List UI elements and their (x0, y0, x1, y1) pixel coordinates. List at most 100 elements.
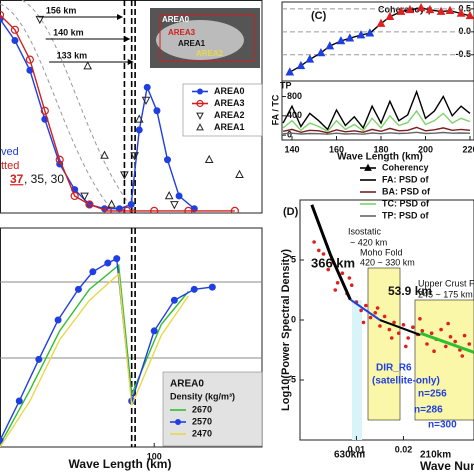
series-line (349, 298, 381, 321)
data-point (170, 296, 178, 304)
data-point (333, 288, 338, 292)
x-tick-label: 180 (373, 144, 388, 154)
series-line (283, 131, 471, 135)
annotation: 210km (420, 450, 451, 461)
legend-swatch (196, 112, 204, 120)
data-point (11, 36, 19, 44)
reference-label: 140 km (53, 27, 84, 37)
data-point (80, 192, 89, 201)
data-point (462, 333, 467, 338)
annotation: 245 ~ 175 km (418, 289, 473, 299)
series-line (419, 331, 474, 354)
inset-area (159, 14, 255, 62)
legend-swatch (364, 163, 372, 171)
data-point (143, 83, 151, 91)
data-point (54, 316, 62, 324)
axis-note: TP (280, 80, 292, 90)
series-line (282, 126, 471, 134)
inset-label: AREA1 (178, 39, 206, 48)
data-point (164, 156, 172, 164)
data-point (361, 320, 366, 325)
legend-label: 2570 (192, 416, 212, 426)
annotation: n=256 (418, 389, 447, 400)
data-point (15, 397, 23, 405)
data-point (465, 10, 474, 20)
data-point (122, 206, 132, 213)
x-tick-label: 0.02 (395, 444, 413, 454)
data-point (175, 192, 183, 200)
legend-label: 2670 (192, 404, 212, 414)
data-point (317, 248, 321, 253)
data-point (230, 206, 239, 213)
x-tick-label: 160 (329, 144, 344, 154)
data-point (376, 18, 386, 27)
annotation: 630km (334, 450, 365, 461)
annotation: Upper Crust F (418, 278, 474, 288)
legend-swatch (175, 419, 181, 425)
data-point (0, 10, 5, 20)
legend-label: FA: PSD of (382, 174, 430, 184)
data-point (467, 342, 472, 346)
data-point (432, 349, 436, 354)
annotation: Moho Fold (360, 247, 403, 257)
reference-label: 133 km (57, 50, 88, 60)
data-point (316, 48, 326, 57)
y-axis-label: Log10(Power Spectral Density) (280, 249, 292, 411)
data-point (25, 55, 34, 64)
data-point (153, 107, 161, 115)
data-point (35, 15, 45, 25)
data-point (120, 171, 129, 180)
y-tick-label: -0.5 (455, 49, 471, 59)
data-point (347, 276, 352, 280)
series-line (0, 263, 189, 446)
legend-title: AREA0 (170, 379, 204, 390)
data-point (378, 324, 382, 328)
data-point (335, 281, 340, 285)
data-point (336, 36, 346, 45)
plot-area (310, 204, 474, 358)
data-point (456, 8, 466, 17)
data-point (55, 155, 64, 164)
data-point (416, 3, 426, 12)
note: ved (1, 146, 19, 158)
data-point (184, 206, 193, 213)
data-point (439, 327, 443, 332)
series-line (310, 204, 352, 301)
y-tick-label: 5 (291, 254, 296, 264)
series-line (282, 89, 471, 131)
data-point (368, 315, 373, 320)
data-point (85, 200, 94, 209)
data-point (127, 200, 135, 208)
panel-title: (C) (311, 10, 327, 22)
data-point (40, 106, 49, 115)
data-point (305, 54, 315, 63)
legend-label: AREA1 (214, 122, 245, 132)
data-point (392, 320, 396, 325)
y-tick-label: 400 (287, 110, 302, 120)
data-point (445, 5, 455, 15)
data-point (325, 41, 335, 50)
data-point (10, 25, 20, 34)
legend-label: BA: PSD of (382, 186, 431, 196)
y-tick-label: 0 (287, 130, 292, 140)
panel-title: (D) (283, 206, 299, 218)
legend-label: Coherency (382, 162, 429, 172)
data-point (204, 154, 214, 164)
legend-label: AREA3 (214, 98, 245, 108)
data-point (387, 327, 392, 332)
data-point (448, 335, 453, 339)
data-point (411, 325, 415, 330)
annotation: ~ 420 km (350, 237, 387, 247)
annotation: DIR_R6 (376, 363, 412, 374)
legend-box (182, 83, 263, 137)
y-tick-label: 0.0 (458, 26, 471, 36)
data-point (453, 339, 457, 344)
series-line (379, 319, 421, 336)
data-point (405, 4, 415, 14)
data-point (356, 30, 366, 39)
data-point (312, 240, 316, 244)
band-upper-crust (414, 299, 474, 421)
data-point (26, 66, 34, 74)
data-point (208, 283, 216, 291)
